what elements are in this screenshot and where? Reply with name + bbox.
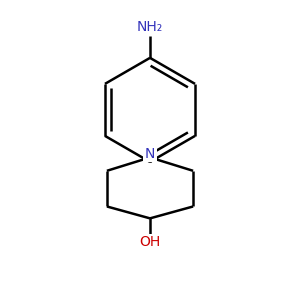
Text: N: N: [145, 147, 155, 160]
Text: NH₂: NH₂: [137, 20, 163, 34]
Text: OH: OH: [140, 235, 160, 249]
